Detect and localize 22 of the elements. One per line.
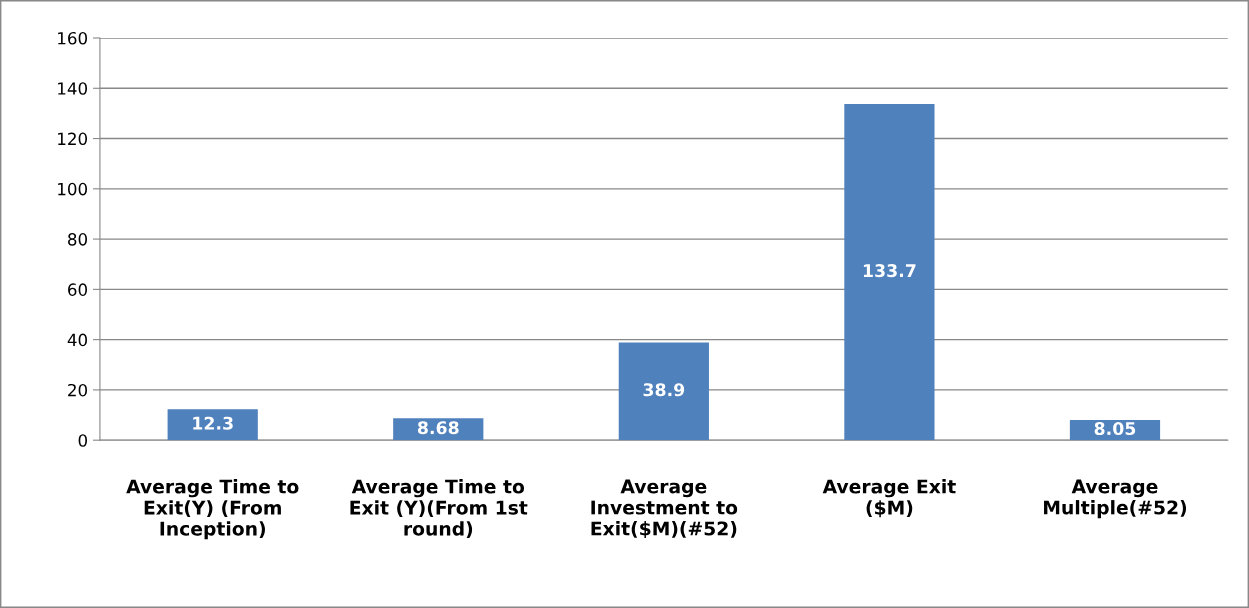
data-label: 12.3 (193, 416, 233, 430)
x-tick-label: Average Time to Exit (Y)(From 1st round) (350, 479, 528, 538)
data-label: 8.05 (1094, 421, 1136, 436)
x-tick-label: Average Investment to Exit($M)(#52) (591, 479, 738, 539)
y-tick-label: 120 (58, 132, 88, 146)
y-tick-label: 20 (68, 383, 88, 397)
data-label: 38.9 (643, 383, 685, 397)
y-tick-label: 40 (67, 333, 88, 347)
x-tick-label: Average Multiple(#52) (1044, 479, 1187, 519)
bar (167, 409, 258, 441)
data-label: 133.7 (863, 264, 916, 278)
y-tick-label: 60 (68, 283, 88, 296)
x-tick-label: Average Time to Exit(Y) (From Inception) (126, 479, 299, 540)
bar (618, 342, 709, 441)
bar (844, 104, 935, 441)
x-tick-label: Average Exit ($M) (822, 479, 956, 518)
y-tick-label: 0 (78, 434, 88, 447)
y-tick-label: 140 (58, 82, 88, 95)
y-tick-label: 80 (68, 233, 88, 246)
y-tick-label: 160 (58, 31, 88, 45)
y-tick-label: 100 (58, 182, 88, 196)
data-label: 8.68 (417, 421, 459, 435)
